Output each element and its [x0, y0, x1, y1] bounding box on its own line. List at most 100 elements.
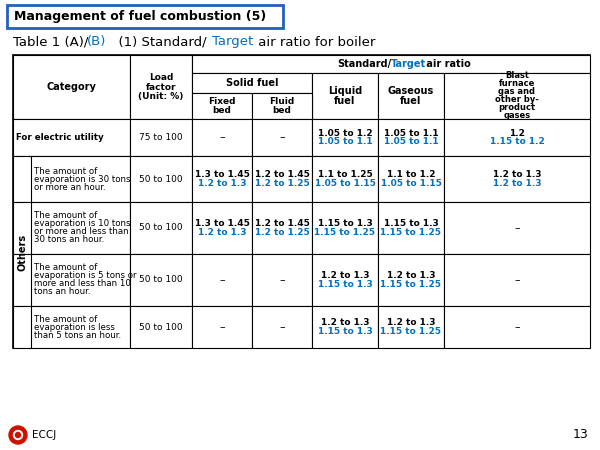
- Bar: [130, 55, 192, 119]
- Text: –: –: [279, 132, 285, 143]
- Text: evaporation is 10 tons: evaporation is 10 tons: [34, 220, 131, 229]
- Text: For electric utility: For electric utility: [16, 133, 104, 142]
- Bar: [130, 254, 192, 306]
- Bar: [312, 202, 378, 254]
- Text: 50 to 100: 50 to 100: [139, 175, 183, 184]
- Text: 1.3 to 1.45: 1.3 to 1.45: [194, 170, 250, 179]
- Bar: [130, 156, 192, 202]
- Text: 1.2 to 1.25: 1.2 to 1.25: [254, 228, 310, 237]
- Text: than 5 tons an hour.: than 5 tons an hour.: [34, 330, 121, 339]
- Bar: [444, 254, 590, 306]
- Text: Management of fuel combustion (5): Management of fuel combustion (5): [14, 10, 266, 23]
- Text: evaporation is less: evaporation is less: [34, 323, 115, 332]
- Text: 13: 13: [572, 428, 588, 441]
- Bar: [252, 119, 312, 156]
- Bar: [378, 306, 444, 348]
- Text: 1.05 to 1.1: 1.05 to 1.1: [383, 129, 439, 138]
- Text: 1.15 to 1.3: 1.15 to 1.3: [383, 219, 439, 228]
- Text: 50 to 100: 50 to 100: [139, 323, 183, 332]
- Bar: [13, 254, 130, 306]
- Text: Standard/: Standard/: [337, 59, 391, 69]
- Text: air ratio: air ratio: [423, 59, 471, 69]
- Bar: [13, 306, 130, 348]
- Text: 1.2 to 1.3: 1.2 to 1.3: [493, 179, 541, 188]
- Bar: [13, 156, 130, 202]
- Bar: [7, 5, 283, 28]
- Bar: [192, 202, 252, 254]
- Text: 1.05 to 1.2: 1.05 to 1.2: [317, 129, 373, 138]
- Bar: [192, 156, 252, 202]
- Bar: [252, 93, 312, 119]
- Text: 1.2 to 1.3: 1.2 to 1.3: [387, 318, 435, 327]
- Text: The amount of: The amount of: [34, 212, 97, 220]
- Bar: [252, 202, 312, 254]
- Text: –: –: [514, 275, 520, 285]
- Bar: [312, 73, 378, 119]
- Text: Solid fuel: Solid fuel: [226, 78, 278, 88]
- Text: or more and less than: or more and less than: [34, 228, 128, 237]
- Text: 1.2 to 1.3: 1.2 to 1.3: [198, 228, 246, 237]
- Text: ECCJ: ECCJ: [32, 430, 56, 440]
- Text: factor: factor: [146, 82, 176, 91]
- Circle shape: [9, 426, 27, 444]
- Bar: [312, 119, 378, 156]
- Bar: [378, 73, 444, 119]
- Bar: [192, 55, 590, 73]
- Text: 1.2: 1.2: [509, 129, 525, 138]
- Text: Blast: Blast: [505, 72, 529, 81]
- Text: 1.15 to 1.2: 1.15 to 1.2: [490, 138, 544, 147]
- Text: 1.2 to 1.45: 1.2 to 1.45: [254, 170, 310, 179]
- Text: –: –: [514, 322, 520, 332]
- Bar: [252, 306, 312, 348]
- Circle shape: [16, 432, 20, 437]
- Text: Fixed: Fixed: [208, 97, 236, 106]
- Text: –: –: [219, 275, 225, 285]
- Text: gases: gases: [503, 112, 530, 121]
- Text: 1.2 to 1.3: 1.2 to 1.3: [387, 271, 435, 280]
- Bar: [13, 55, 130, 119]
- Text: evaporation is 5 tons or: evaporation is 5 tons or: [34, 271, 137, 280]
- Bar: [378, 254, 444, 306]
- Bar: [130, 119, 192, 156]
- Bar: [13, 55, 590, 348]
- Text: Target: Target: [391, 59, 426, 69]
- Bar: [444, 202, 590, 254]
- Bar: [192, 119, 252, 156]
- Text: product: product: [499, 104, 536, 112]
- Text: 1.2 to 1.3: 1.2 to 1.3: [493, 170, 541, 179]
- Text: Load: Load: [149, 73, 173, 82]
- Bar: [192, 254, 252, 306]
- Bar: [444, 306, 590, 348]
- Text: evaporation is 30 tons: evaporation is 30 tons: [34, 175, 131, 184]
- Bar: [444, 73, 590, 119]
- Bar: [312, 254, 378, 306]
- Bar: [252, 156, 312, 202]
- Text: more and less than 10: more and less than 10: [34, 279, 131, 288]
- Text: tons an hour.: tons an hour.: [34, 288, 91, 297]
- Text: –: –: [279, 275, 285, 285]
- Text: 1.15 to 1.25: 1.15 to 1.25: [380, 280, 442, 289]
- Bar: [13, 202, 130, 254]
- Text: The amount of: The amount of: [34, 166, 97, 176]
- Bar: [444, 119, 590, 156]
- Text: Table 1 (A)/: Table 1 (A)/: [13, 36, 88, 49]
- Text: Others: Others: [17, 234, 27, 270]
- Text: 30 tons an hour.: 30 tons an hour.: [34, 235, 104, 244]
- Text: –: –: [219, 322, 225, 332]
- Text: 1.15 to 1.3: 1.15 to 1.3: [317, 327, 373, 336]
- Text: (Unit: %): (Unit: %): [139, 91, 184, 100]
- Text: –: –: [514, 223, 520, 233]
- Text: or more an hour.: or more an hour.: [34, 183, 106, 192]
- Text: bed: bed: [272, 106, 292, 115]
- Bar: [130, 306, 192, 348]
- Text: 1.15 to 1.25: 1.15 to 1.25: [380, 228, 442, 237]
- Text: Target: Target: [212, 36, 253, 49]
- Text: 1.2 to 1.25: 1.2 to 1.25: [254, 179, 310, 188]
- Text: –: –: [279, 322, 285, 332]
- Text: The amount of: The amount of: [34, 315, 97, 324]
- Text: 1.15 to 1.3: 1.15 to 1.3: [317, 219, 373, 228]
- Text: bed: bed: [212, 106, 232, 115]
- Bar: [13, 119, 130, 156]
- Text: gas and: gas and: [499, 87, 536, 96]
- Text: Gaseous: Gaseous: [388, 86, 434, 96]
